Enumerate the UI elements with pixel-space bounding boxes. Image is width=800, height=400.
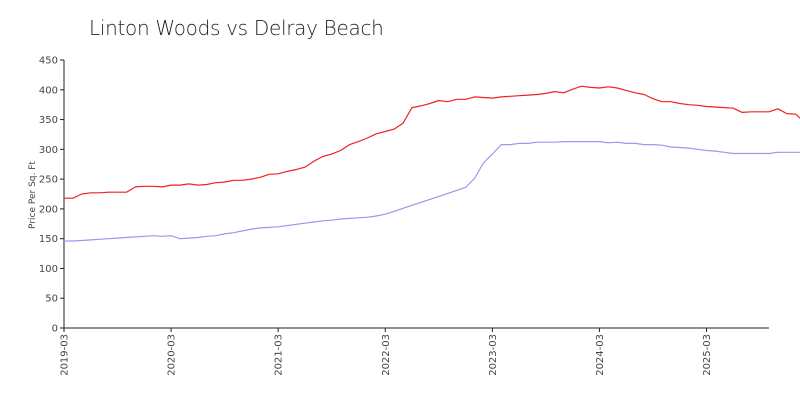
y-tick-label: 200: [39, 204, 58, 215]
y-tick-label: 300: [39, 145, 58, 156]
x-tick-label: 2024-03: [595, 334, 606, 376]
y-tick-label: 150: [39, 234, 58, 245]
x-tick-label: 2023-03: [488, 334, 499, 376]
x-tick-label: 2019-03: [60, 334, 71, 376]
series-line-1: [64, 85, 800, 199]
y-tick-label: 50: [45, 294, 58, 305]
x-tick-label: 2021-03: [274, 334, 285, 376]
x-tick-label: 2022-03: [381, 334, 392, 376]
x-tick-label: 2025-03: [702, 334, 713, 376]
y-tick-label: 100: [39, 264, 58, 275]
series-layer: [64, 85, 800, 242]
chart-title: Linton Woods vs Delray Beach: [89, 16, 384, 40]
series-line-2: [64, 141, 800, 242]
y-tick-label: 350: [39, 115, 58, 126]
y-tick-label: 250: [39, 175, 58, 186]
y-tick-label: 450: [39, 56, 58, 67]
axes: 0 50 100 150 200 250 300 350 400 450 2019-03 2020-0…: [39, 56, 769, 376]
x-tick-label: 2020-03: [167, 334, 178, 376]
y-tick-label: 400: [39, 85, 58, 96]
y-axis-label: Price Per Sq. Ft: [28, 161, 38, 229]
y-tick-label: 0: [52, 324, 58, 335]
